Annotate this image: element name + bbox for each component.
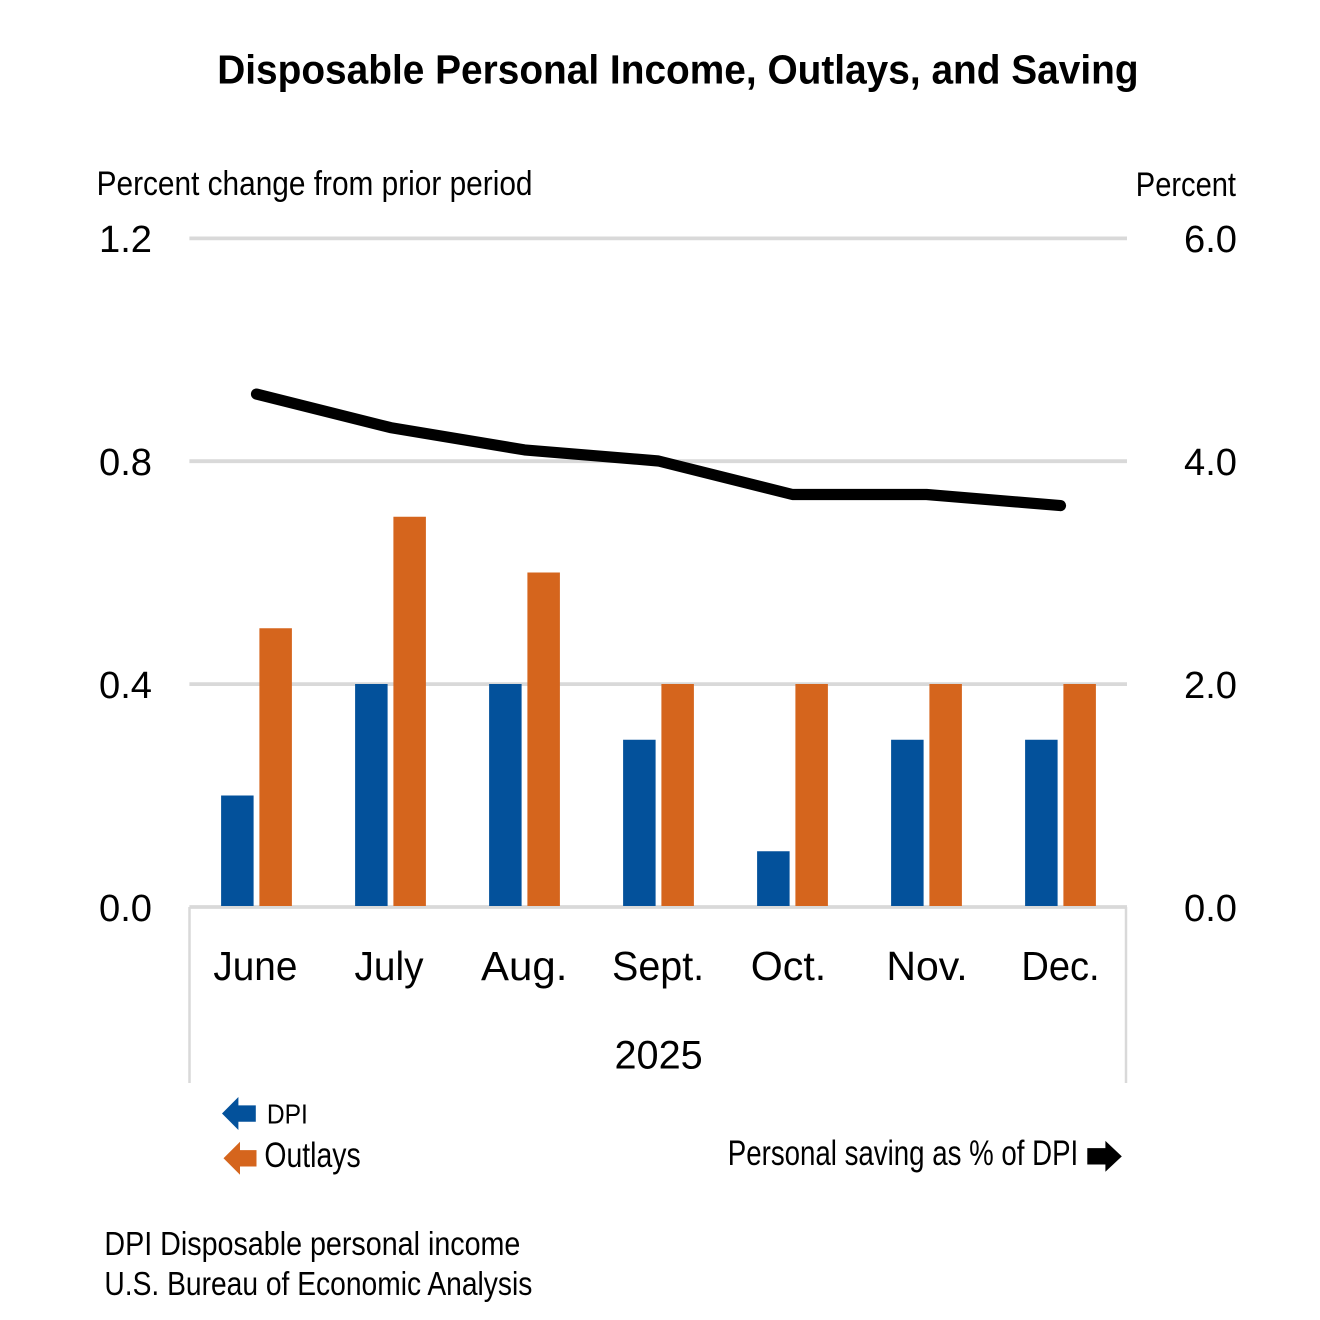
svg-text:Dec.: Dec. xyxy=(1021,943,1099,989)
svg-text:Disposable Personal Income, Ou: Disposable Personal Income, Outlays, and… xyxy=(217,47,1138,93)
svg-text:0.0: 0.0 xyxy=(1184,888,1237,930)
svg-text:2.0: 2.0 xyxy=(1184,665,1237,707)
svg-text:Percent change from prior peri: Percent change from prior period xyxy=(97,165,533,203)
svg-text:Oct.: Oct. xyxy=(751,943,826,989)
svg-text:U.S. Bureau of Economic Analys: U.S. Bureau of Economic Analysis xyxy=(104,1265,532,1302)
svg-text:DPI Disposable personal income: DPI Disposable personal income xyxy=(104,1225,520,1262)
svg-text:June: June xyxy=(213,943,297,989)
svg-text:Percent: Percent xyxy=(1136,166,1237,204)
svg-text:July: July xyxy=(355,943,424,989)
svg-text:6.0: 6.0 xyxy=(1184,219,1237,261)
svg-text:0.0: 0.0 xyxy=(99,888,152,930)
svg-text:1.2: 1.2 xyxy=(99,219,152,261)
svg-text:Sept.: Sept. xyxy=(612,943,704,989)
svg-text:4.0: 4.0 xyxy=(1184,442,1237,484)
svg-text:Outlays: Outlays xyxy=(264,1136,360,1175)
svg-text:Nov.: Nov. xyxy=(886,943,967,989)
svg-text:Personal saving as % of DPI: Personal saving as % of DPI xyxy=(728,1134,1078,1173)
svg-text:DPI: DPI xyxy=(267,1098,308,1129)
svg-text:0.8: 0.8 xyxy=(99,442,152,484)
svg-text:0.4: 0.4 xyxy=(99,665,152,707)
svg-text:Aug.: Aug. xyxy=(481,943,567,989)
svg-text:2025: 2025 xyxy=(615,1034,703,1078)
